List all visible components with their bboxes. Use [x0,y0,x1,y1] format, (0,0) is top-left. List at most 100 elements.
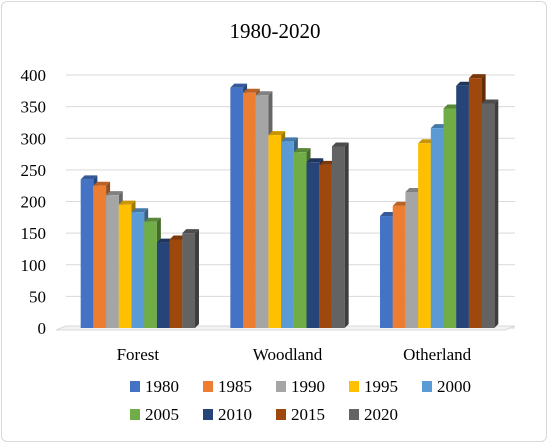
legend-label: 2010 [218,405,252,424]
bar-side [194,229,199,328]
bar-front [306,162,320,328]
legend-item: 2015 [276,405,325,424]
legend-item: 1995 [349,377,398,396]
bars [80,74,499,329]
bar-top [169,235,187,240]
legend-swatch [130,381,140,392]
legend-swatch [130,409,140,420]
legend-swatch [349,409,359,420]
bar-top [443,104,461,109]
bar-front [405,192,419,328]
legend-swatch [203,381,213,392]
legend-label: 1985 [218,377,252,396]
bar-front [93,185,107,328]
bar [182,229,199,328]
bar-top [392,201,410,206]
y-tick-label: 100 [21,256,47,275]
bar-top [319,160,336,165]
legend-item: 2010 [203,405,252,424]
bar-top [131,208,149,213]
bar-front [118,204,132,328]
bar-top [243,88,260,93]
bar-front [144,221,157,328]
bar-top [230,83,248,88]
legend: 1980 1985 1990 1995 2000 2005 2010 2015 2020 [130,377,471,424]
bar-front [293,152,307,328]
x-category-label: Otherland [403,345,471,364]
bar-top [255,91,273,96]
bar-top [156,238,174,243]
bar-front [182,233,195,328]
bar-front [80,179,94,328]
bar-front [430,128,444,328]
y-tick-label: 50 [29,287,46,306]
bar-top [268,131,286,136]
bar-top [405,188,423,193]
legend-label: 1990 [291,377,325,396]
bar-front [481,103,495,329]
y-tick-label: 300 [21,129,47,148]
bar-front [319,164,332,328]
bar-front [169,239,183,328]
bar-top [456,81,473,86]
legend-label: 2020 [364,405,398,424]
bar [481,99,499,329]
bar-top [93,181,111,186]
legend-item: 2000 [422,377,471,396]
legend-item: 2020 [349,405,398,424]
bar-front [468,78,482,328]
bar-front [243,92,256,329]
bar-top [144,217,161,222]
bar [331,142,349,328]
legend-label: 2015 [291,405,325,424]
y-tick-label: 250 [21,161,47,180]
bar-front [456,85,469,328]
legend-item: 1990 [276,377,325,396]
bar-top [106,191,123,196]
bar-top [418,139,435,144]
bar-front [392,205,406,328]
bar-top [331,142,349,147]
legend-item: 1980 [130,377,179,396]
y-axis: 0 50 100 150 200 250 300 350 400 [21,66,47,338]
legend-swatch [349,381,359,392]
legend-swatch [276,381,286,392]
bar-front [380,216,393,328]
bar-front [106,195,119,328]
bar-top [468,74,486,79]
bar-top [80,175,98,180]
x-axis: Forest Woodland Otherland [117,345,472,364]
bar-top [380,212,397,217]
bar-front [230,87,244,329]
legend-swatch [203,409,213,420]
bar-front [131,212,145,328]
bar-side [344,142,349,328]
y-tick-label: 400 [21,66,47,85]
y-tick-label: 150 [21,224,47,243]
bar-front [268,135,282,328]
bar-front [156,242,170,328]
legend-label: 2000 [437,377,471,396]
legend-label: 1980 [145,377,179,396]
bar-front [443,108,457,329]
bar-top [430,124,448,129]
legend-label: 2005 [145,405,179,424]
bar-top [182,229,199,234]
bar-top [306,158,324,163]
legend-swatch [422,381,432,392]
y-tick-label: 350 [21,98,47,117]
bar-top [293,148,311,153]
bar-top [118,200,136,205]
x-category-label: Forest [117,345,160,364]
y-tick-label: 200 [21,193,47,212]
chart-title: 1980-2020 [230,19,321,43]
bar-front [331,146,345,328]
bar-front [255,95,269,329]
legend-item: 2005 [130,405,179,424]
bar-front [281,141,294,328]
bar-front [418,143,431,328]
y-tick-label: 0 [38,319,47,338]
bar-top [281,137,298,142]
legend-label: 1995 [364,377,398,396]
